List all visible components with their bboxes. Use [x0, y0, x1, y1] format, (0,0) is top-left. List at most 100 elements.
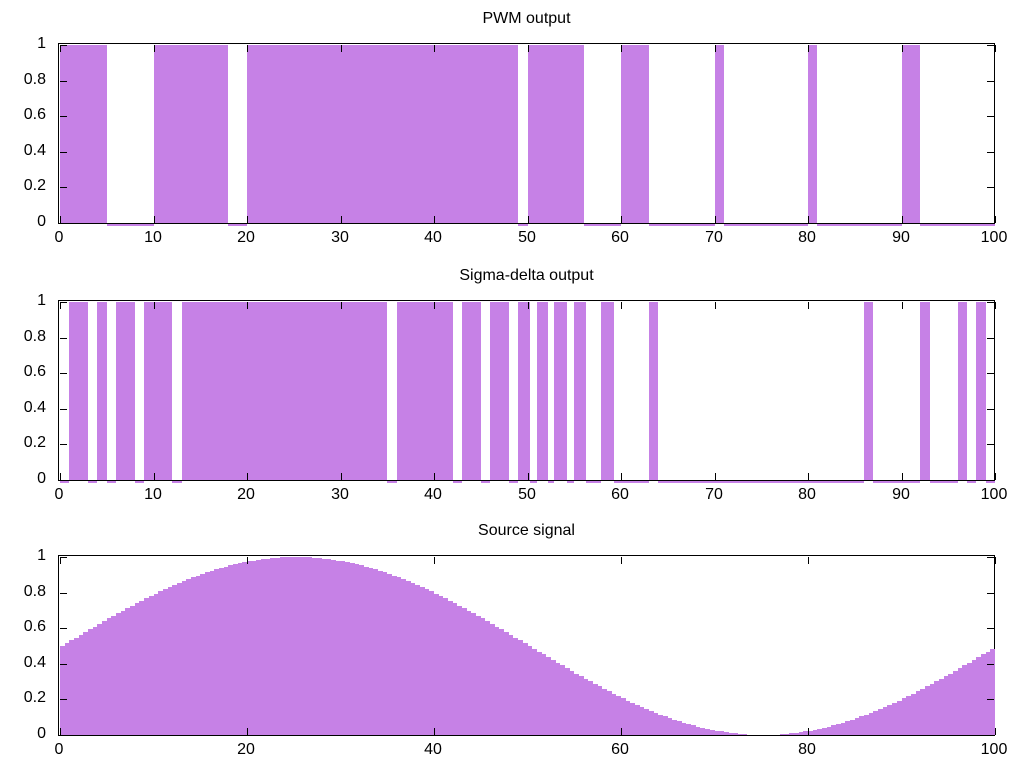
source-step	[317, 558, 322, 735]
source-step	[972, 660, 976, 735]
y-tick-mark-right	[987, 373, 994, 374]
source-step	[696, 727, 700, 735]
source-step	[233, 564, 238, 735]
x-tick-label: 80	[798, 741, 816, 758]
source-step	[154, 594, 158, 735]
x-tick-label: 100	[980, 486, 1008, 503]
source-step	[350, 563, 355, 735]
x-tick-label: 40	[424, 229, 442, 246]
x-tick-label: 50	[518, 229, 536, 246]
source-step	[308, 557, 312, 735]
source-step	[897, 701, 902, 735]
x-tick-mark	[715, 216, 716, 223]
source-step	[439, 596, 443, 735]
x-tick-mark	[995, 216, 996, 223]
source-step	[958, 668, 962, 735]
source-step	[738, 734, 743, 735]
pwm-pulse	[154, 45, 228, 223]
source-step	[471, 613, 476, 735]
source-step	[144, 598, 149, 735]
source-step	[298, 557, 303, 735]
x-tick-mark	[995, 728, 996, 735]
x-tick-mark	[341, 473, 342, 480]
pwm-pulse	[715, 45, 724, 223]
x-tick-mark-top	[808, 45, 809, 52]
y-tick-mark-right	[987, 187, 994, 188]
source-step	[715, 731, 719, 735]
source-step	[827, 727, 831, 735]
source-step	[200, 574, 205, 735]
source-step	[668, 718, 672, 735]
source-step	[411, 583, 415, 735]
source-step	[813, 730, 817, 735]
y-tick-mark	[60, 699, 67, 700]
source-step	[214, 569, 219, 735]
source-step	[831, 725, 836, 735]
y-tick-label: 0.6	[23, 363, 46, 380]
y-tick-mark-right	[987, 557, 994, 558]
source-step	[710, 730, 715, 735]
sigma-delta-pulse	[554, 302, 567, 480]
x-tick-label: 90	[892, 486, 910, 503]
source-step	[467, 611, 471, 735]
source-step	[612, 694, 616, 735]
x-tick-mark	[808, 473, 809, 480]
zero-level-signal-line	[88, 481, 97, 483]
x-tick-mark-top	[902, 302, 903, 309]
sigma-delta-pulse	[397, 302, 453, 480]
y-tick-mark	[60, 628, 67, 629]
x-tick-label: 80	[798, 229, 816, 246]
x-tick-label: 0	[54, 229, 64, 246]
sigma-delta-pulse	[144, 302, 172, 480]
source-step	[990, 649, 995, 735]
y-tick-mark	[60, 302, 67, 303]
source-step	[626, 701, 630, 735]
y-tick-mark-right	[987, 480, 994, 481]
source-step	[621, 698, 626, 735]
zero-level-signal-line	[453, 481, 462, 483]
zero-level-signal-line	[614, 481, 649, 483]
source-step	[331, 560, 336, 735]
x-tick-label: 20	[237, 486, 255, 503]
source-step	[686, 724, 691, 735]
source-step	[107, 618, 111, 735]
source-step	[495, 627, 499, 735]
pwm-pulse	[621, 45, 649, 223]
y-tick-label: 0	[37, 725, 46, 742]
source-step	[228, 565, 233, 735]
source-step	[219, 568, 224, 735]
source-step	[289, 557, 294, 735]
source-step	[485, 621, 490, 735]
x-tick-label: 30	[331, 486, 349, 503]
source-step	[892, 703, 897, 735]
source-step	[663, 716, 668, 735]
source-step	[902, 698, 906, 735]
source-step	[65, 643, 69, 735]
y-tick-mark	[60, 338, 67, 339]
y-tick-label: 1	[37, 547, 46, 564]
y-tick-mark	[60, 223, 67, 224]
source-step	[453, 603, 457, 735]
source-step	[401, 579, 406, 735]
sigma-delta-pulse	[518, 302, 530, 480]
source-step	[803, 731, 808, 735]
source-step	[934, 681, 939, 735]
source-step	[911, 694, 916, 735]
zero-level-signal-line	[172, 481, 182, 483]
x-tick-mark-top	[995, 45, 996, 52]
source-step	[116, 613, 121, 735]
source-step	[504, 632, 509, 735]
source-step	[499, 629, 504, 735]
source-step	[528, 646, 532, 735]
source-step	[640, 707, 644, 735]
x-tick-mark	[715, 473, 716, 480]
source-step	[186, 579, 191, 735]
sigma-delta-pulse	[920, 302, 930, 480]
source-step	[616, 696, 621, 735]
x-tick-mark-top	[341, 302, 342, 309]
zero-level-signal-line	[530, 481, 537, 483]
x-tick-mark-top	[528, 45, 529, 52]
y-tick-label: 0.2	[23, 177, 46, 194]
source-step	[523, 643, 528, 735]
source-step	[88, 629, 93, 735]
